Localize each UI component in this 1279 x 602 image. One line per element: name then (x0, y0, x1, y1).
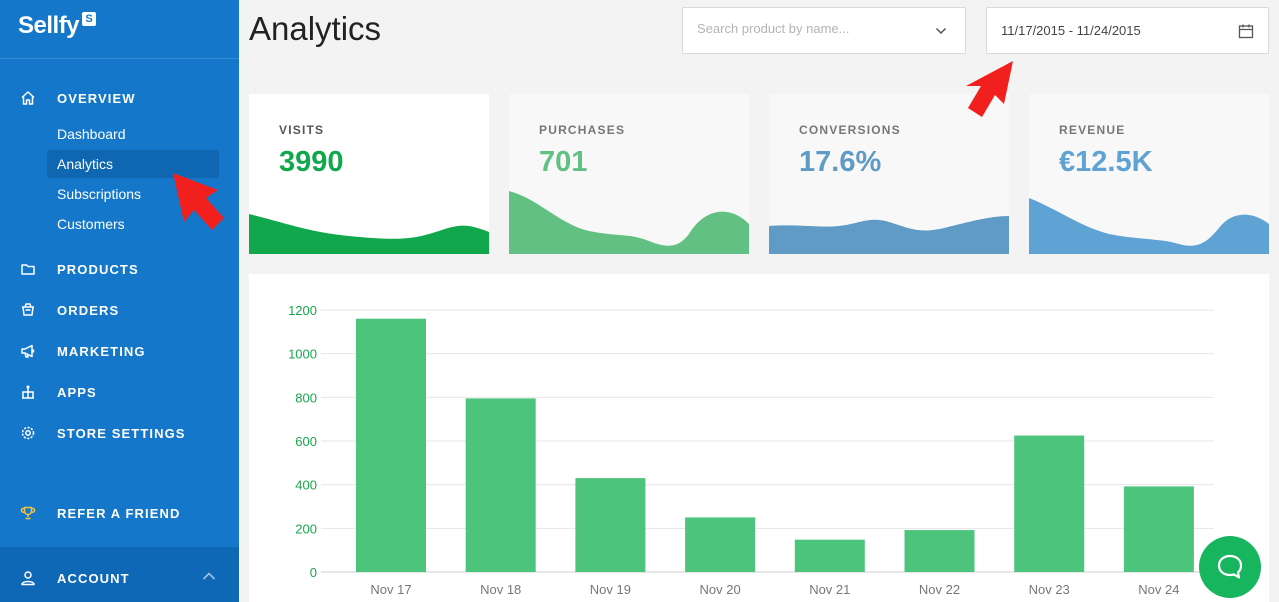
revenue-sparkline (1029, 198, 1269, 254)
basket-icon (22, 303, 34, 316)
stat-card-visits[interactable]: VISITS 3990 (249, 94, 489, 254)
date-range-picker[interactable]: 11/17/2015 - 11/24/2015 (986, 7, 1269, 54)
stat-label: VISITS (279, 123, 325, 137)
x-tick-label: Nov 18 (480, 582, 521, 597)
bar-nov-19[interactable] (575, 478, 646, 572)
sellfy-logo[interactable]: Sellfy S (18, 12, 97, 40)
stat-value: 3990 (279, 146, 344, 178)
x-tick-label: Nov 22 (919, 582, 960, 597)
nav-refer-a-friend-label: REFER A FRIEND (57, 505, 181, 521)
y-tick-label: 200 (295, 521, 317, 536)
date-range-value: 11/17/2015 - 11/24/2015 (1001, 23, 1141, 38)
user-icon (21, 571, 35, 586)
x-tick-label: Nov 24 (1138, 582, 1179, 597)
logo-badge: S (82, 12, 97, 26)
stat-card-purchases[interactable]: PURCHASES 701 (509, 94, 749, 254)
stat-value: €12.5K (1059, 146, 1153, 178)
sidebar-item-dashboard[interactable]: Dashboard (47, 120, 219, 148)
y-tick-label: 1000 (288, 347, 317, 362)
x-tick-label: Nov 20 (699, 582, 740, 597)
account-label: ACCOUNT (57, 571, 130, 586)
bar-nov-24[interactable] (1123, 486, 1194, 572)
logo-text: Sellfy (18, 12, 80, 39)
page-title: Analytics (249, 10, 382, 47)
y-tick-label: 1200 (288, 303, 317, 318)
chat-bubble-icon (1217, 554, 1243, 579)
sidebar-item-label: Analytics (57, 156, 114, 172)
x-tick-label: Nov 23 (1029, 582, 1070, 597)
stat-value: 701 (539, 146, 588, 178)
nav-apps-label: APPS (57, 384, 97, 400)
conversions-sparkline (769, 216, 1009, 254)
nav-overview[interactable]: OVERVIEW (0, 86, 239, 110)
home-icon (21, 91, 35, 105)
bar-nov-18[interactable] (465, 398, 536, 572)
sidebar-item-label: Dashboard (57, 126, 126, 142)
nav-store-settings[interactable]: STORE SETTINGS (0, 421, 239, 445)
apps-icon (22, 385, 34, 399)
chevron-up-icon[interactable] (202, 571, 216, 581)
visits-bar-chart: 0 200 400 600 800 1000 1200 Nov 17 Nov 18 Nov 19 N… (249, 274, 1269, 602)
chart-svg: 0 200 400 600 800 1000 1200 Nov 17 Nov 18 Nov 19 N… (288, 303, 1214, 597)
nav-marketing[interactable]: MARKETING (0, 339, 239, 363)
folder-icon (21, 264, 35, 275)
sidebar-item-analytics[interactable]: Analytics (47, 150, 219, 178)
sidebar-item-customers[interactable]: Customers (47, 210, 219, 238)
sidebar-item-label: Customers (57, 216, 125, 232)
bar-nov-17[interactable] (356, 318, 426, 572)
product-search-dropdown[interactable] (682, 7, 966, 54)
account-bar[interactable]: ACCOUNT (0, 547, 239, 602)
nav-overview-label: OVERVIEW (57, 90, 136, 106)
sidebar-item-label: Subscriptions (57, 186, 142, 202)
bar-nov-21[interactable] (794, 539, 865, 572)
nav-refer-a-friend[interactable]: REFER A FRIEND (0, 501, 239, 525)
stat-label: PURCHASES (539, 123, 626, 137)
x-tick-label: Nov 21 (809, 582, 850, 597)
stat-card-revenue[interactable]: REVENUE €12.5K (1029, 94, 1269, 254)
chevron-down-icon[interactable] (935, 26, 947, 36)
bar-nov-23[interactable] (1014, 435, 1085, 572)
stat-value: 17.6% (799, 146, 882, 178)
red-arrow-annotation (173, 173, 224, 230)
sidebar: Sellfy S OVERVIEW Dashboard Analytics Su… (0, 0, 239, 602)
y-tick-label: 600 (295, 434, 317, 449)
y-tick-label: 0 (310, 565, 317, 580)
chat-button[interactable] (1199, 536, 1261, 598)
nav-store-settings-label: STORE SETTINGS (57, 425, 186, 441)
purchases-sparkline (509, 191, 749, 254)
y-tick-label: 800 (295, 390, 317, 405)
nav-apps[interactable]: APPS (0, 380, 239, 404)
divider (0, 58, 239, 59)
bar-nov-20[interactable] (685, 517, 756, 572)
search-input[interactable] (697, 21, 917, 36)
nav-orders[interactable]: ORDERS (0, 298, 239, 322)
y-tick-label: 400 (295, 478, 317, 493)
megaphone-icon (21, 344, 35, 358)
calendar-icon[interactable] (1238, 23, 1254, 39)
trophy-icon (20, 506, 36, 520)
stat-label: CONVERSIONS (799, 123, 901, 137)
nav-products[interactable]: PRODUCTS (0, 257, 239, 281)
stat-card-conversions[interactable]: CONVERSIONS 17.6% (769, 94, 1009, 254)
x-tick-label: Nov 19 (590, 582, 631, 597)
sidebar-item-subscriptions[interactable]: Subscriptions (47, 180, 219, 208)
red-arrow-annotation (966, 61, 1013, 117)
nav-orders-label: ORDERS (57, 302, 120, 318)
visits-sparkline (249, 214, 489, 254)
nav-products-label: PRODUCTS (57, 261, 139, 277)
gear-icon (21, 426, 35, 440)
x-tick-label: Nov 17 (370, 582, 411, 597)
bar-nov-22[interactable] (904, 530, 975, 572)
nav-marketing-label: MARKETING (57, 343, 146, 359)
stat-label: REVENUE (1059, 123, 1126, 137)
